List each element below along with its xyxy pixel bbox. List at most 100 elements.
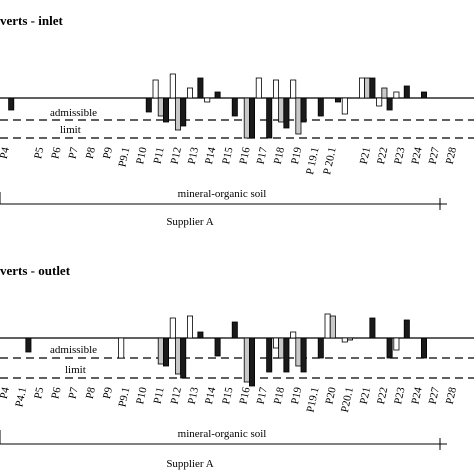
bar: [420, 337, 427, 359]
bar: [145, 97, 152, 113]
limit-label: limit: [60, 124, 81, 136]
bar: [255, 77, 262, 99]
bar: [381, 87, 388, 99]
tick-label: P19.1: [305, 386, 322, 413]
tick-label: P18: [272, 386, 287, 406]
bar: [376, 97, 383, 107]
bar: [25, 337, 32, 353]
tick-label: P 20.1: [321, 146, 339, 176]
tick-label: P14: [203, 146, 218, 166]
bar: [278, 97, 285, 123]
bar: [8, 97, 15, 111]
tick-label: P21: [358, 146, 373, 165]
bar: [186, 87, 193, 99]
bar: [403, 85, 410, 99]
bar: [152, 79, 159, 99]
tick-label: P9.1: [116, 146, 132, 168]
soil-label: mineral-organic soil: [178, 188, 267, 200]
tick-label: P22: [375, 146, 390, 165]
tick-label: P10: [134, 386, 149, 406]
tick-label: P20: [323, 386, 338, 406]
bar: [283, 97, 290, 129]
bar: [266, 337, 273, 373]
tick-label: P16: [237, 386, 252, 406]
bar: [295, 337, 302, 367]
bar: [180, 337, 187, 379]
bar: [214, 91, 221, 99]
tick-label: P16: [237, 146, 252, 166]
tick-label: P12: [169, 386, 184, 405]
tick-label: P9: [101, 386, 115, 400]
tick-label: P6: [49, 146, 63, 160]
tick-label: P11: [152, 146, 167, 165]
bar: [300, 337, 307, 373]
tick-label: P7: [67, 146, 81, 160]
bar: [248, 97, 255, 139]
bar: [393, 91, 400, 99]
tick-label: P9.1: [116, 386, 132, 408]
bar: [278, 337, 285, 359]
tick-label: P8: [84, 386, 98, 400]
panel-title: verts - inlet: [0, 13, 63, 28]
bar: [157, 97, 164, 117]
bar: [393, 337, 400, 351]
tick-label: P12: [169, 146, 184, 165]
bar: [420, 91, 427, 99]
tick-label: P27: [427, 146, 442, 166]
bars: [8, 73, 427, 139]
tick-label: P9: [101, 146, 115, 160]
bar: [329, 315, 336, 339]
tick-label: P11: [152, 386, 167, 405]
tick-label: P28: [444, 386, 459, 406]
bar: [231, 321, 238, 339]
bar: [295, 97, 302, 135]
bar: [266, 97, 273, 139]
tick-label: P21: [358, 386, 373, 405]
bar: [174, 97, 181, 131]
bar: [386, 97, 393, 111]
panel-title: verts - outlet: [0, 263, 71, 278]
tick-label: P23: [392, 386, 407, 406]
tick-label: P19: [289, 146, 304, 166]
bar: [369, 317, 376, 339]
bar: [300, 97, 307, 123]
supplier-label: Supplier A: [166, 458, 213, 470]
tick-label: P4: [0, 146, 12, 160]
tick-label: P 19.1: [304, 146, 322, 176]
tick-label: P15: [220, 146, 235, 166]
admissible-label: admissible: [50, 107, 97, 119]
bar: [341, 337, 348, 343]
tick-label: P17: [255, 386, 270, 406]
bar: [334, 97, 341, 103]
bar: [317, 97, 324, 117]
tick-label: P19: [289, 386, 304, 406]
bar: [272, 337, 279, 349]
tick-label: P5: [32, 146, 46, 160]
admissible-label: admissible: [50, 344, 97, 356]
bar: [197, 331, 204, 339]
bar: [290, 79, 297, 99]
tick-label: P13: [186, 386, 201, 406]
tick-label: P4: [0, 386, 12, 400]
tick-label: P17: [255, 146, 270, 166]
bar: [403, 319, 410, 339]
bar: [358, 77, 365, 99]
tick-labels: P4 P5 P6 P7 P8 P9 P9.1 P10 P11 P12 P13 P14 P15 P16 P17…: [0, 146, 459, 176]
bar: [186, 315, 193, 339]
bar: [243, 97, 250, 139]
bar: [197, 77, 204, 99]
bar: [204, 97, 211, 103]
tick-label: P28: [444, 146, 459, 166]
bar: [214, 337, 221, 357]
tick-label: P14: [203, 386, 218, 406]
tick-label: P15: [220, 386, 235, 406]
bar: [169, 73, 176, 99]
soil-label: mineral-organic soil: [178, 428, 267, 440]
bar: [346, 337, 353, 341]
bars: [25, 313, 427, 387]
bar: [174, 337, 181, 375]
bar: [272, 79, 279, 99]
tick-label: P4.1: [13, 386, 29, 408]
bar: [364, 77, 371, 99]
